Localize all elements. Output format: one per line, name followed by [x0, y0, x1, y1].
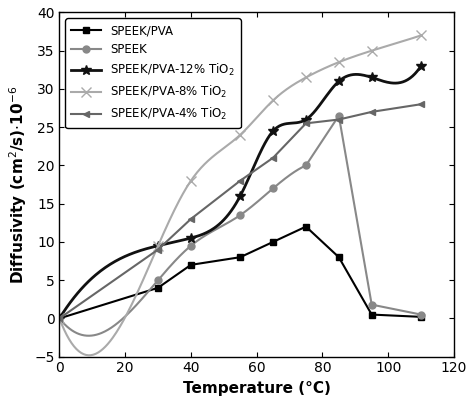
SPEEK/PVA — [369, 312, 374, 317]
SPEEK/PVA-4% TiO$_2$ — [369, 110, 374, 114]
Y-axis label: Diffusivity (cm$^2$/s)$\cdot$10$^{-6}$: Diffusivity (cm$^2$/s)$\cdot$10$^{-6}$ — [7, 85, 28, 284]
SPEEK/PVA — [155, 285, 161, 290]
SPEEK/PVA — [270, 239, 276, 244]
X-axis label: Temperature (°C): Temperature (°C) — [182, 381, 330, 396]
Line: SPEEK/PVA-4% TiO$_2$: SPEEK/PVA-4% TiO$_2$ — [56, 101, 425, 322]
SPEEK/PVA-4% TiO$_2$ — [270, 155, 276, 160]
SPEEK/PVA — [303, 224, 309, 229]
SPEEK/PVA — [188, 262, 194, 267]
SPEEK/PVA-4% TiO$_2$ — [303, 121, 309, 126]
SPEEK/PVA-4% TiO$_2$ — [336, 117, 342, 122]
SPEEK/PVA — [56, 316, 62, 321]
SPEEK/PVA — [418, 314, 424, 319]
SPEEK/PVA-4% TiO$_2$ — [237, 178, 243, 183]
SPEEK/PVA-4% TiO$_2$ — [188, 216, 194, 221]
SPEEK/PVA-4% TiO$_2$ — [155, 247, 161, 252]
SPEEK/PVA-4% TiO$_2$ — [56, 316, 62, 321]
Line: SPEEK/PVA: SPEEK/PVA — [56, 223, 425, 322]
SPEEK/PVA — [336, 255, 342, 260]
Legend: SPEEK/PVA, SPEEK, SPEEK/PVA-12% TiO$_2$, SPEEK/PVA-8% TiO$_2$, SPEEK/PVA-4% TiO$: SPEEK/PVA, SPEEK, SPEEK/PVA-12% TiO$_2$,… — [65, 19, 241, 128]
SPEEK/PVA-4% TiO$_2$ — [418, 102, 424, 107]
SPEEK/PVA — [237, 255, 243, 260]
